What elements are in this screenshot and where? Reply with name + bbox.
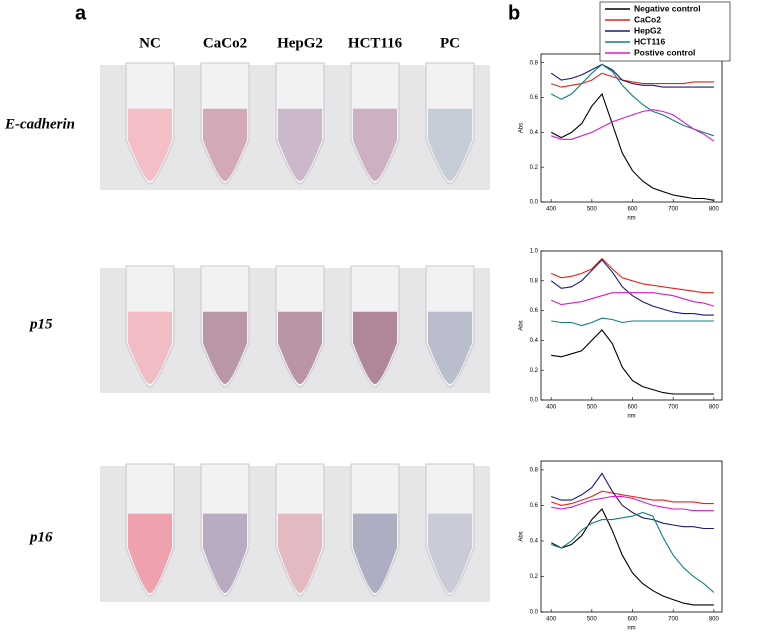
series-line [550,63,714,88]
x-tick-label: 400 [546,405,557,411]
liquid [128,311,172,384]
x-axis-label: nm [627,626,635,632]
liquid [353,108,397,181]
legend-label: HepG2 [634,25,662,35]
series-line [550,257,714,294]
liquid [128,513,172,593]
liquid [278,311,322,384]
liquid [353,311,397,384]
series-line [550,508,714,606]
y-tick-label: 0.8 [530,278,539,284]
row-label: E-cadherin [4,116,75,132]
legend-label: Negative control [634,3,701,13]
column-label: NC [139,35,161,51]
y-tick-label: 0.2 [530,368,539,374]
liquid [278,108,322,181]
liquid [428,108,472,181]
legend-label: CaCo2 [634,14,661,24]
x-axis-label: nm [627,414,635,420]
column-label: PC [440,35,460,51]
y-tick-label: 0.2 [530,165,539,171]
series-line [551,317,714,327]
legend-label: Postive control [634,47,695,57]
x-tick-label: 800 [709,617,720,623]
x-tick-label: 500 [587,207,598,213]
y-tick-label: 0.4 [530,338,539,344]
panel-label: a [75,2,87,24]
y-axis-label: Abs [519,123,525,133]
x-tick-label: 600 [628,617,639,623]
row-label: p16 [28,529,53,545]
series-line [551,495,714,512]
liquid [428,513,472,593]
series-line [551,109,715,142]
series-line [551,329,714,395]
column-label: CaCo2 [203,35,247,51]
plot-frame [540,53,723,203]
series-line [551,490,714,506]
x-tick-label: 600 [628,207,639,213]
liquid [128,108,172,181]
liquid [203,108,247,181]
series-line [550,259,714,316]
series-line [551,472,714,530]
y-tick-label: 0.8 [530,467,539,473]
x-tick-label: 500 [587,405,598,411]
x-tick-label: 500 [587,617,598,623]
liquid [278,513,322,593]
y-tick-label: 0.6 [530,503,539,509]
liquid [203,311,247,384]
y-axis-label: Abs [519,320,525,330]
series-line [550,292,715,307]
y-tick-label: 0.2 [530,574,539,580]
x-tick-label: 700 [668,207,679,213]
panel-label: b [508,2,520,24]
y-tick-label: 1.0 [530,249,539,255]
column-label: HCT116 [348,35,403,51]
x-tick-label: 400 [546,207,557,213]
y-axis-label: Abs [519,531,525,541]
x-tick-label: 700 [668,617,679,623]
photos [100,62,490,602]
y-tick-label: 0.6 [530,308,539,314]
y-tick-label: 0.4 [530,539,539,545]
row-label: p15 [28,316,53,332]
x-tick-label: 800 [709,405,720,411]
y-tick-label: 0.0 [530,610,539,616]
series-line [551,72,714,88]
y-tick-label: 0.6 [530,95,539,101]
y-tick-label: 0.4 [530,130,539,136]
y-tick-label: 0.0 [530,200,539,206]
series-line [550,63,715,137]
series-line [551,511,715,593]
liquid [428,311,472,384]
x-tick-label: 600 [628,405,639,411]
legend-label: HCT116 [634,36,665,46]
liquid [353,513,397,593]
series-line [550,92,714,201]
column-label: HepG2 [277,35,323,51]
x-tick-label: 800 [709,207,720,213]
y-tick-label: 0.0 [530,398,539,404]
x-axis-label: nm [627,216,635,222]
plot-frame [540,460,723,613]
x-tick-label: 700 [668,405,679,411]
y-tick-label: 0.8 [530,60,539,66]
x-tick-label: 400 [546,617,557,623]
plot-frame [540,250,723,401]
liquid [203,513,247,593]
